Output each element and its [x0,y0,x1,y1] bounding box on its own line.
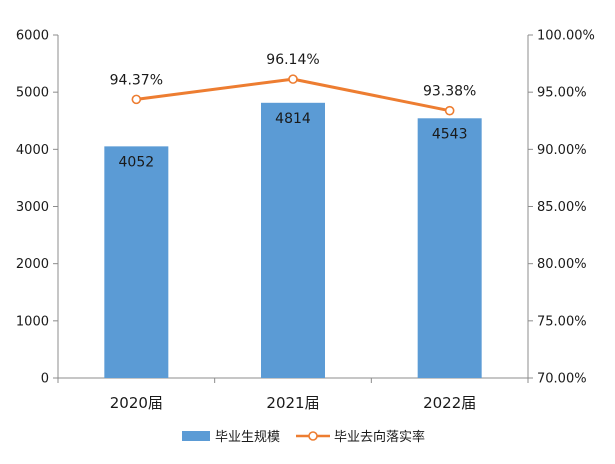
bar-data-label: 4543 [432,126,468,142]
line-data-label: 96.14% [266,52,319,68]
right-y-tick-label: 75.00% [537,314,587,329]
right-y-tick-label: 100.00% [537,29,595,44]
x-tick-label: 2022届 [423,394,476,412]
x-tick-label: 2020届 [110,394,163,412]
legend: 毕业生规模 毕业去向落实率 [182,429,425,445]
bar-data-label: 4814 [275,111,311,127]
legend-label: 毕业去向落实率 [334,429,425,445]
bar [104,146,169,378]
line-point [131,94,142,105]
x-tick-label: 2021届 [266,394,319,412]
axes-layer: 0 1000 2000 3000 4000 5000 6000 70.00% 75.00% 80.… [16,29,595,413]
right-y-tick-label: 90.00% [537,143,587,158]
labels-layer: 4052 4814 4543 94.37% 96.14% 93.38% [110,52,477,170]
line-data-label: 93.38% [423,84,476,100]
line-point [288,74,298,84]
line-point [444,105,455,116]
bar [261,102,325,378]
right-y-tick-label: 80.00% [537,257,587,272]
left-y-tick-label: 2000 [16,257,49,272]
left-y-tick-label: 5000 [16,86,49,101]
left-y-tick-label: 4000 [16,143,49,158]
bars-layer [104,102,482,378]
bar-data-label: 4052 [119,154,155,170]
left-y-tick-label: 6000 [16,29,49,44]
line-data-label: 94.37% [110,72,163,88]
right-y-tick-label: 95.00% [537,86,587,101]
left-y-tick-label: 1000 [16,314,49,329]
legend-bar-swatch [182,431,210,441]
legend-label: 毕业生规模 [215,430,280,445]
left-y-tick-label: 3000 [16,200,49,215]
right-y-tick-label: 70.00% [537,372,587,387]
left-y-tick-label: 0 [41,372,49,387]
right-y-tick-label: 85.00% [537,200,587,215]
legend-line-marker [308,431,318,441]
bar [417,118,482,378]
line-layer [131,74,455,116]
